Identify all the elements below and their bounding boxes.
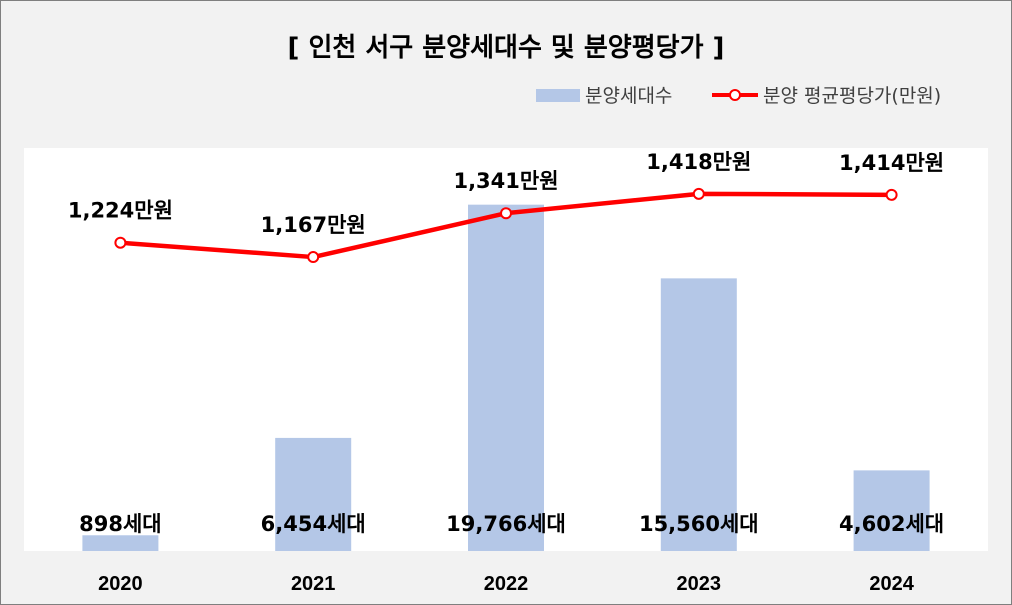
line-point-2023 xyxy=(692,187,705,200)
bar-2020 xyxy=(82,535,159,551)
line-label-2022: 1,341만원 xyxy=(453,169,558,193)
bar-2021 xyxy=(275,437,352,551)
legend-bar-label: 분양세대수 xyxy=(585,85,672,107)
legend: 분양세대수 분양 평균평당가(만원) xyxy=(536,85,941,107)
line-label-2023: 1,418만원 xyxy=(646,150,751,174)
line-point-2022 xyxy=(500,207,512,220)
x-tick-2020: 2020 xyxy=(98,573,143,595)
line-point-2021 xyxy=(307,251,320,264)
legend-bar-swatch xyxy=(536,89,580,102)
x-tick-2021: 2021 xyxy=(291,573,336,595)
line-label-2024: 1,414만원 xyxy=(839,151,944,175)
line-label-2021: 1,167만원 xyxy=(261,213,366,237)
bar-label-2022: 19,766세대 xyxy=(446,512,566,536)
line-label-2020: 1,224만원 xyxy=(68,199,173,223)
bar-label-2021: 6,454세대 xyxy=(261,512,366,536)
bar-label-2024: 4,602세대 xyxy=(839,512,944,536)
line-point-2024 xyxy=(885,188,898,201)
legend-line-label: 분양 평균평당가(만원) xyxy=(763,85,941,107)
bar-series xyxy=(82,204,930,552)
x-tick-2022: 2022 xyxy=(484,573,529,595)
x-tick-2024: 2024 xyxy=(869,573,914,595)
x-axis-ticks: 2020 2021 2022 2023 2024 xyxy=(98,573,915,595)
bar-label-2023: 15,560세대 xyxy=(639,512,759,536)
data-labels: 1,224만원 1,167만원 1,341만원 1,418만원 1,414만원 898세대… xyxy=(68,150,944,536)
bar-2022 xyxy=(468,204,544,552)
bar-2023 xyxy=(660,278,737,551)
line-series xyxy=(114,187,898,264)
bar-2024 xyxy=(853,470,930,551)
x-tick-2023: 2023 xyxy=(677,573,722,595)
chart-title: [ 인천 서구 분양세대수 및 분양평당가 ] xyxy=(288,33,725,63)
bar-label-2020: 898세대 xyxy=(79,512,161,536)
line-point-2020 xyxy=(114,236,127,249)
legend-line-marker xyxy=(729,89,741,101)
